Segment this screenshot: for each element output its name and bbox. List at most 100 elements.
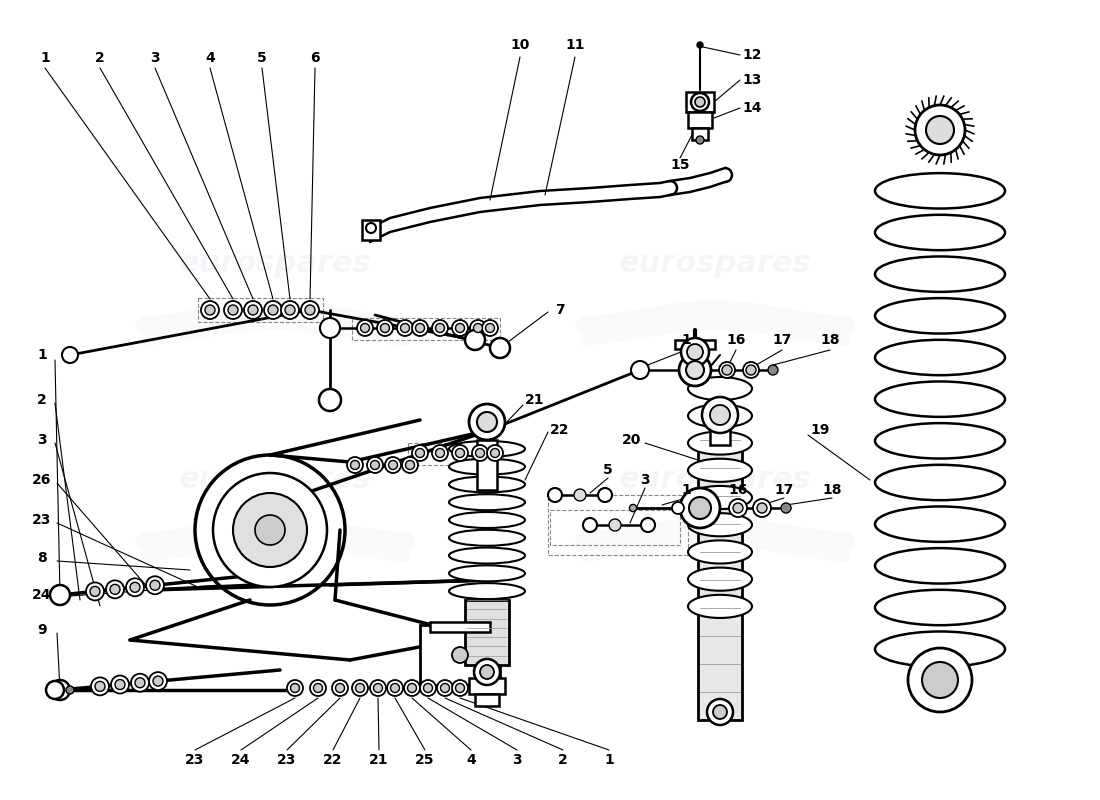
Circle shape (371, 461, 380, 470)
Circle shape (757, 503, 767, 513)
Bar (692, 128, 708, 140)
Circle shape (385, 457, 402, 473)
Circle shape (287, 680, 303, 696)
Circle shape (320, 318, 340, 338)
Circle shape (66, 686, 74, 694)
Circle shape (213, 473, 327, 587)
Circle shape (440, 683, 450, 693)
Bar (477, 440, 497, 490)
Text: 2: 2 (95, 51, 104, 65)
Ellipse shape (874, 631, 1005, 667)
Circle shape (679, 354, 711, 386)
Circle shape (420, 680, 436, 696)
Text: 9: 9 (37, 623, 47, 637)
Circle shape (915, 105, 965, 155)
Circle shape (290, 683, 299, 693)
Circle shape (314, 683, 322, 693)
Circle shape (455, 683, 464, 693)
Ellipse shape (874, 298, 1005, 334)
Circle shape (432, 445, 448, 461)
Text: 1: 1 (681, 333, 691, 347)
Text: 24: 24 (231, 753, 251, 767)
Ellipse shape (449, 477, 525, 493)
Circle shape (487, 445, 503, 461)
Circle shape (472, 445, 488, 461)
Circle shape (416, 323, 425, 333)
Ellipse shape (449, 583, 525, 599)
Circle shape (609, 519, 622, 531)
Circle shape (126, 578, 144, 596)
Circle shape (474, 659, 500, 685)
Circle shape (233, 493, 307, 567)
Bar (198, 298, 323, 322)
Circle shape (412, 445, 428, 461)
Text: 1: 1 (681, 483, 691, 497)
Bar (475, 694, 499, 706)
Circle shape (465, 330, 485, 350)
Circle shape (153, 676, 163, 686)
Ellipse shape (449, 512, 525, 528)
Ellipse shape (874, 423, 1005, 458)
Bar (420, 625, 500, 685)
Text: 5: 5 (257, 51, 267, 65)
Circle shape (598, 488, 612, 502)
Text: 16: 16 (728, 483, 748, 497)
Circle shape (480, 665, 494, 679)
Circle shape (490, 338, 510, 358)
Circle shape (681, 338, 710, 366)
Circle shape (452, 445, 468, 461)
Bar (408, 443, 503, 465)
Text: 1: 1 (40, 51, 49, 65)
Text: 18: 18 (821, 333, 839, 347)
Circle shape (432, 320, 448, 336)
Bar (675, 340, 715, 349)
Circle shape (689, 497, 711, 519)
Text: 22: 22 (550, 423, 570, 437)
Circle shape (402, 457, 418, 473)
Circle shape (62, 347, 78, 363)
Circle shape (116, 679, 125, 690)
Text: 16: 16 (726, 333, 746, 347)
Circle shape (146, 576, 164, 594)
Circle shape (641, 518, 654, 532)
Circle shape (106, 580, 124, 598)
Circle shape (583, 518, 597, 532)
Circle shape (702, 397, 738, 433)
Text: eurospares: eurospares (618, 250, 812, 278)
Circle shape (264, 301, 282, 319)
Circle shape (268, 305, 278, 315)
Text: 10: 10 (510, 38, 530, 52)
Circle shape (729, 499, 747, 517)
Circle shape (452, 647, 468, 663)
Circle shape (412, 320, 428, 336)
Circle shape (381, 323, 389, 333)
Text: 23: 23 (185, 753, 205, 767)
Circle shape (305, 305, 315, 315)
Ellipse shape (688, 513, 752, 536)
Circle shape (332, 680, 348, 696)
Ellipse shape (874, 465, 1005, 500)
Circle shape (713, 705, 727, 719)
Circle shape (742, 362, 759, 378)
Circle shape (130, 582, 140, 592)
Text: 11: 11 (565, 38, 585, 52)
Text: 13: 13 (742, 73, 761, 87)
Circle shape (754, 499, 771, 517)
Circle shape (477, 412, 497, 432)
Text: eurospares: eurospares (618, 466, 812, 494)
Circle shape (50, 680, 70, 700)
Text: 4: 4 (466, 753, 476, 767)
Circle shape (695, 97, 705, 107)
Circle shape (469, 404, 505, 440)
Ellipse shape (449, 458, 525, 474)
Circle shape (768, 365, 778, 375)
Text: 17: 17 (774, 483, 794, 497)
Text: 7: 7 (556, 303, 564, 317)
Circle shape (707, 699, 733, 725)
Text: 3: 3 (151, 51, 160, 65)
Circle shape (470, 320, 486, 336)
Ellipse shape (449, 530, 525, 546)
Text: 5: 5 (603, 463, 613, 477)
Circle shape (631, 361, 649, 379)
Text: 8: 8 (37, 551, 47, 565)
